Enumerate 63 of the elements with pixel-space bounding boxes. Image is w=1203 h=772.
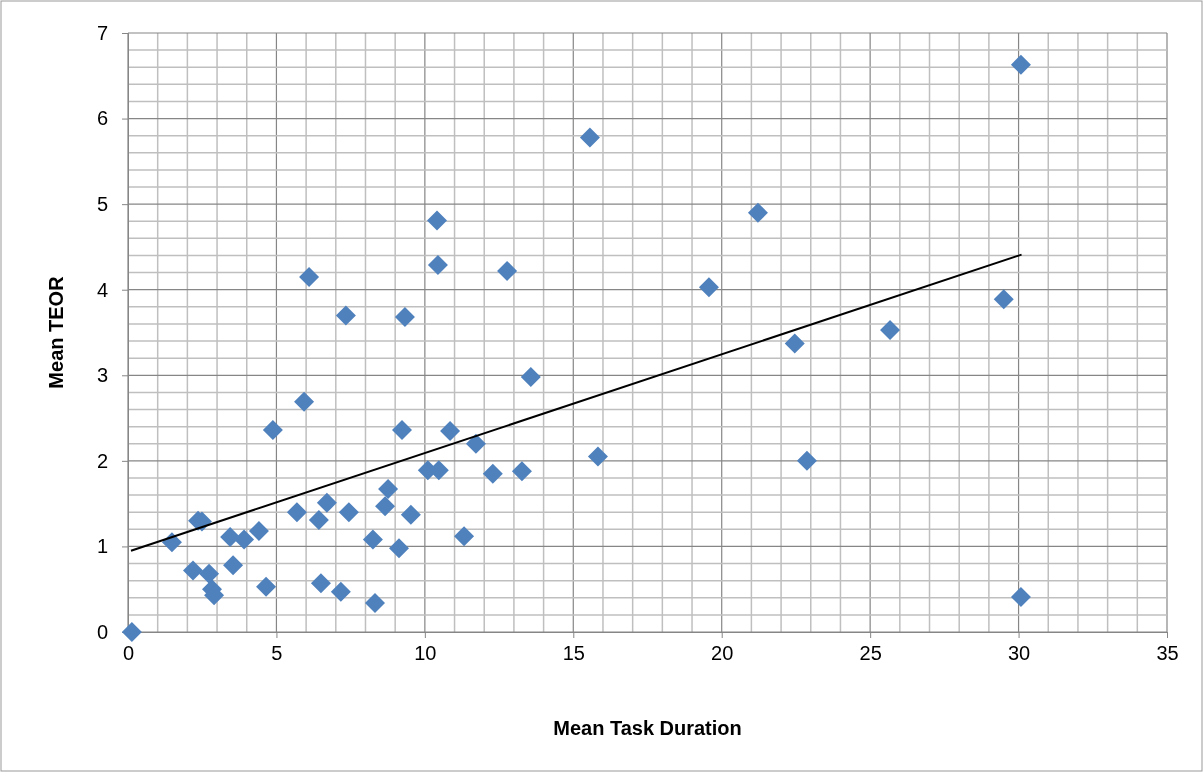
point [375,496,396,517]
y-tick-label: 0 [96,620,108,643]
point [880,319,901,340]
point [121,622,142,642]
point [378,479,399,500]
x-axis-title: Mean Task Duration [553,717,742,739]
y-tick-label: 2 [96,449,108,472]
point [234,529,255,550]
point [335,305,356,326]
point [308,509,329,530]
x-tick-label: 35 [1156,642,1179,665]
point [262,420,283,441]
point [199,563,220,584]
point [362,529,383,550]
point [299,266,320,287]
x-tick-label: 15 [562,642,585,665]
point [520,367,541,387]
point [338,502,359,523]
point [482,463,503,484]
point [394,307,415,328]
x-tick-label: 5 [271,642,283,665]
point [183,560,204,581]
point [286,502,307,523]
x-tick-label: 20 [711,642,734,665]
x-tick-label: 25 [859,642,882,665]
y-axis-title: Mean TEOR [45,275,67,389]
point [256,576,277,597]
point [784,333,805,354]
point [389,538,410,559]
point [993,289,1014,310]
y-tick-label: 6 [96,107,108,130]
point [294,391,315,412]
x-tick-label: 30 [1007,642,1031,665]
point [400,504,421,525]
point [316,492,337,513]
point [587,446,608,467]
point [497,260,518,281]
x-tick-label: 0 [122,642,135,665]
y-tick-label: 4 [96,278,108,301]
point [330,581,351,602]
point [796,450,817,471]
point [1010,54,1031,75]
x-tick-label: 10 [414,642,437,665]
point [465,433,486,454]
point [747,202,768,223]
point [579,127,600,148]
point [427,254,448,275]
y-tick-label: 5 [96,193,108,216]
point [698,277,719,298]
point [392,420,412,441]
point [440,420,461,441]
point [220,527,241,548]
point [1010,586,1031,607]
point [454,526,475,547]
point [310,573,331,594]
y-tick-label: 7 [96,21,108,44]
point [364,592,385,613]
point [248,521,269,542]
y-tick-label: 3 [96,364,108,387]
point [511,461,532,482]
y-tick-label: 1 [96,535,108,558]
point [427,210,448,231]
point [223,555,244,576]
